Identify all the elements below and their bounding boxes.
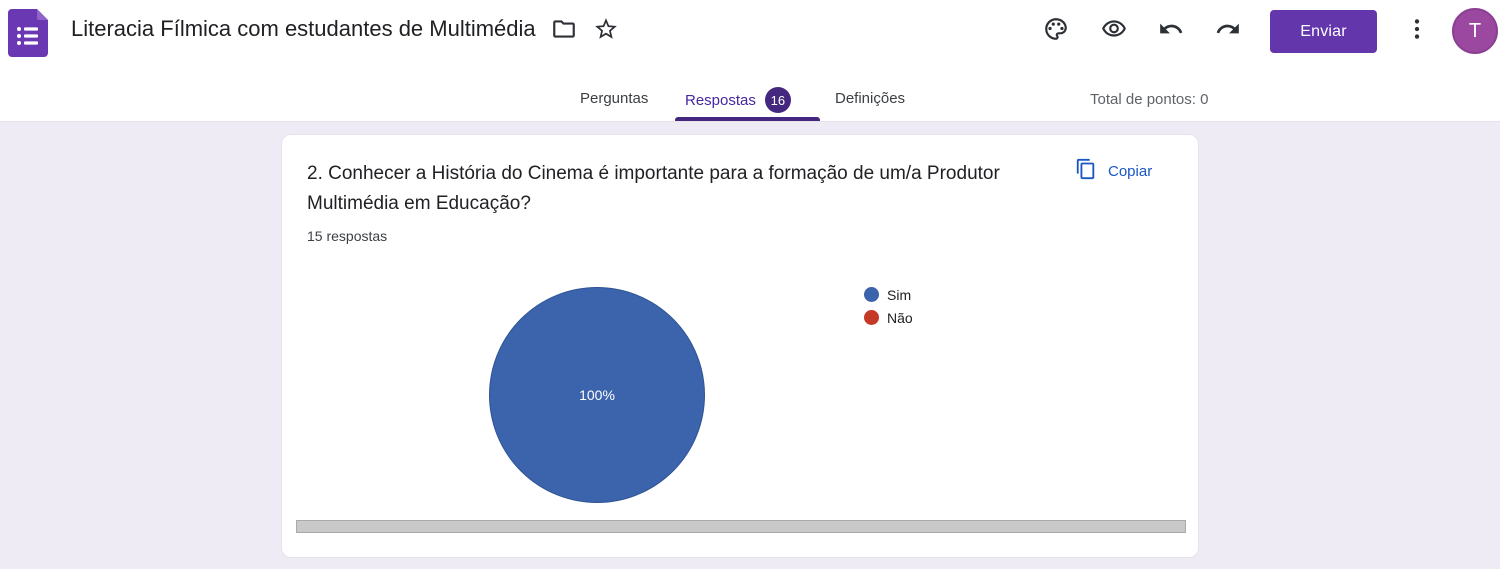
more-vertical-icon (1404, 16, 1430, 47)
copy-button-label: Copiar (1108, 162, 1153, 180)
palette-icon (1043, 16, 1069, 47)
tab-respostas-label: Respostas (685, 91, 756, 109)
tab-respostas[interactable]: Respostas 16 (685, 87, 791, 113)
redo-button[interactable] (1215, 18, 1241, 44)
legend-dot-nao-icon (864, 310, 879, 325)
tab-definicoes[interactable]: Definições (835, 90, 906, 107)
copy-icon (1075, 158, 1097, 184)
undo-button[interactable] (1158, 18, 1184, 44)
active-tab-underline (675, 117, 820, 121)
google-forms-logo-icon[interactable] (8, 9, 48, 57)
undo-icon (1158, 16, 1184, 47)
move-to-folder-button[interactable] (551, 18, 577, 44)
folder-icon (551, 16, 577, 47)
copy-chart-button[interactable]: Copiar (1075, 158, 1152, 184)
star-form-button[interactable] (593, 16, 619, 47)
legend-label-nao: Não (887, 309, 913, 326)
total-points-label: Total de pontos: 0 (1090, 91, 1209, 108)
preview-button[interactable] (1101, 18, 1127, 44)
legend-item-nao: Não (864, 309, 913, 326)
responses-count-badge: 16 (764, 87, 791, 113)
pie-slice-label: 100% (579, 387, 615, 403)
pie-chart: 100% (489, 287, 705, 503)
account-avatar[interactable]: T (1452, 8, 1498, 54)
star-icon (593, 16, 619, 47)
more-options-button[interactable] (1405, 18, 1429, 44)
send-button[interactable]: Enviar (1270, 10, 1377, 53)
form-title[interactable]: Literacia Fílmica com estudantes de Mult… (71, 16, 536, 41)
customize-theme-button[interactable] (1043, 16, 1069, 47)
redo-icon (1215, 16, 1241, 47)
chart-legend: Sim Não (864, 286, 913, 332)
tab-perguntas[interactable]: Perguntas (580, 90, 649, 107)
responses-count-label: 15 respostas (307, 228, 388, 244)
legend-item-sim: Sim (864, 286, 913, 303)
question-title: 2. Conhecer a História do Cinema é impor… (307, 163, 1000, 214)
app-header: Literacia Fílmica com estudantes de Mult… (0, 0, 1500, 122)
chart-horizontal-scrollbar[interactable] (296, 520, 1186, 533)
legend-dot-sim-icon (864, 287, 879, 302)
legend-label-sim: Sim (887, 286, 912, 303)
eye-icon (1101, 16, 1127, 47)
responses-page: 2. Conhecer a História do Cinema é impor… (0, 123, 1500, 569)
question-summary-card: 2. Conhecer a História do Cinema é impor… (281, 134, 1199, 558)
